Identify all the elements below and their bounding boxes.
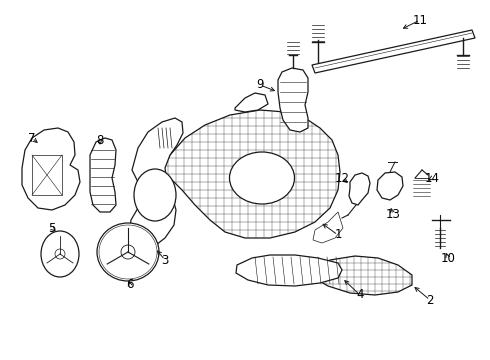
Polygon shape bbox=[129, 118, 183, 252]
Text: 5: 5 bbox=[49, 221, 56, 234]
Text: 9: 9 bbox=[256, 78, 264, 91]
Text: 7: 7 bbox=[28, 131, 36, 144]
Polygon shape bbox=[160, 110, 340, 238]
Text: 1: 1 bbox=[334, 229, 342, 242]
Ellipse shape bbox=[97, 223, 159, 281]
Text: 2: 2 bbox=[426, 293, 434, 306]
Text: 10: 10 bbox=[441, 252, 455, 265]
Polygon shape bbox=[313, 212, 343, 243]
Text: 8: 8 bbox=[97, 134, 104, 147]
Ellipse shape bbox=[134, 169, 176, 221]
Polygon shape bbox=[235, 93, 268, 112]
Text: 11: 11 bbox=[413, 13, 427, 27]
Polygon shape bbox=[312, 256, 412, 295]
Ellipse shape bbox=[41, 231, 79, 277]
Text: 3: 3 bbox=[161, 253, 169, 266]
Text: 13: 13 bbox=[386, 208, 400, 221]
Ellipse shape bbox=[229, 152, 294, 204]
Polygon shape bbox=[349, 173, 370, 205]
Polygon shape bbox=[90, 138, 116, 212]
Text: 6: 6 bbox=[126, 279, 134, 292]
Text: 4: 4 bbox=[356, 288, 364, 302]
Polygon shape bbox=[160, 110, 340, 238]
Polygon shape bbox=[22, 128, 80, 210]
Text: 12: 12 bbox=[335, 171, 349, 184]
Polygon shape bbox=[278, 68, 308, 132]
Polygon shape bbox=[312, 256, 412, 295]
Polygon shape bbox=[312, 30, 475, 73]
Text: 14: 14 bbox=[424, 171, 440, 184]
Polygon shape bbox=[377, 172, 403, 200]
Polygon shape bbox=[236, 255, 342, 286]
